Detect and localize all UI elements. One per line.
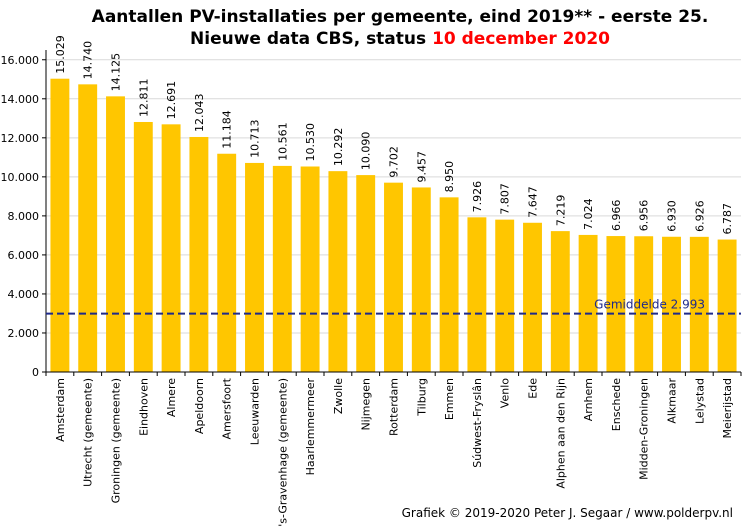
y-tick-label: 16.000 (1, 54, 40, 67)
data-label: 14.125 (110, 53, 123, 92)
bar (272, 165, 292, 372)
category-label: Haarlemmermeer (304, 378, 317, 476)
bars: 15.029 14.740 14.125 12.811 12.691 12.043 11.1… (50, 35, 737, 373)
bar (495, 219, 515, 372)
bar (50, 78, 70, 372)
data-label: 10.090 (360, 132, 373, 171)
bar (550, 231, 570, 372)
data-label: 11.184 (221, 110, 234, 149)
bar (245, 162, 264, 372)
y-tick-label: 8.000 (8, 210, 40, 223)
data-label: 9.457 (415, 151, 428, 183)
average-line-group: Gemiddelde 2.993 (46, 298, 741, 315)
y-tick-label: 10.000 (1, 171, 40, 184)
category-label: Apeldoorn (193, 378, 206, 434)
chart-title-line2-prefix: Nieuwe data CBS, status (190, 29, 432, 49)
bar (467, 217, 487, 372)
data-label: 14.740 (82, 41, 95, 80)
bar (662, 236, 681, 372)
category-label: Enschede (610, 378, 623, 431)
category-label: Almere (165, 378, 178, 417)
y-tick-label: 4.000 (8, 288, 40, 301)
data-label: 12.691 (165, 81, 178, 120)
category-label: Súdwest-Fryslân (471, 378, 484, 468)
data-label: 6.966 (610, 200, 623, 232)
bar (606, 236, 626, 372)
data-label: 7.807 (499, 183, 512, 215)
data-label: 6.930 (666, 200, 679, 232)
data-label: 15.029 (54, 35, 67, 74)
bar (189, 136, 209, 372)
category-label: Meierijstad (721, 378, 734, 438)
category-label: Alphen aan den Rijn (554, 378, 567, 489)
category-label: Emmen (443, 378, 456, 420)
bar (439, 197, 459, 372)
average-label: Gemiddelde 2.993 (594, 298, 705, 312)
data-label: 10.561 (276, 122, 289, 161)
data-label: 7.647 (527, 186, 540, 218)
category-label: Rotterdam (388, 378, 401, 436)
category-label: Lelystad (693, 378, 706, 424)
bar (411, 187, 431, 372)
y-axis: 0 2.000 4.000 6.000 8.000 10.000 12.000 14.000 1… (1, 50, 47, 379)
data-label: 12.043 (193, 93, 206, 132)
bar (356, 175, 376, 372)
category-label: Groningen (gemeente) (110, 378, 123, 503)
bar (717, 239, 737, 372)
data-label: 7.926 (471, 181, 484, 213)
category-label: Eindhoven (137, 378, 150, 436)
y-tick-label: 6.000 (8, 249, 40, 262)
chart-title-line1: Aantallen PV-installaties per gemeente, … (92, 7, 709, 27)
category-label: Nijmegen (360, 378, 373, 431)
chart-title-date: 10 december 2020 (432, 29, 610, 49)
category-label: Amsterdam (54, 378, 67, 442)
data-label: 6.926 (693, 200, 706, 232)
bar (634, 236, 654, 372)
x-axis: Amsterdam Utrecht (gemeente) Groningen (ge… (45, 371, 742, 527)
data-label: 9.702 (388, 146, 401, 178)
category-label: Tilburg (415, 378, 428, 417)
category-label: Venlo (499, 378, 512, 408)
data-label: 6.956 (638, 200, 651, 232)
category-label: Midden-Groningen (638, 378, 651, 480)
category-label: Arnhem (582, 378, 595, 421)
category-label: Amersfoort (221, 377, 234, 439)
bar (217, 153, 237, 372)
bar (300, 166, 320, 372)
category-label: Leeuwarden (249, 378, 262, 445)
data-label: 10.292 (332, 128, 345, 167)
bar (78, 84, 98, 372)
data-label: 6.787 (721, 203, 734, 235)
bar (106, 96, 125, 373)
y-tick-label: 2.000 (8, 327, 40, 340)
y-tick-label: 0 (32, 366, 39, 379)
bar (578, 234, 598, 372)
bar (523, 222, 542, 372)
data-label: 10.713 (249, 119, 262, 158)
category-label: 's-Gravenhage (gemeente) (276, 378, 289, 527)
category-label: Zwolle (332, 378, 345, 414)
data-label: 7.219 (554, 195, 567, 227)
data-label: 8.950 (443, 161, 456, 193)
bar (689, 236, 709, 372)
category-label: Ede (527, 378, 540, 399)
data-label: 12.811 (137, 78, 150, 117)
data-label: 10.530 (304, 123, 317, 162)
chart-credit: Grafiek © 2019-2020 Peter J. Segaar / ww… (402, 506, 733, 520)
bar (161, 124, 181, 372)
bar (384, 182, 403, 372)
bar (328, 171, 348, 372)
y-tick-label: 12.000 (1, 132, 40, 145)
y-tick-label: 14.000 (1, 93, 40, 106)
chart-title-line2: Nieuwe data CBS, status 10 december 2020 (190, 29, 610, 49)
category-label: Alkmaar (666, 378, 679, 424)
data-label: 7.024 (582, 198, 595, 230)
category-label: Utrecht (gemeente) (82, 378, 95, 487)
bar (133, 121, 153, 372)
